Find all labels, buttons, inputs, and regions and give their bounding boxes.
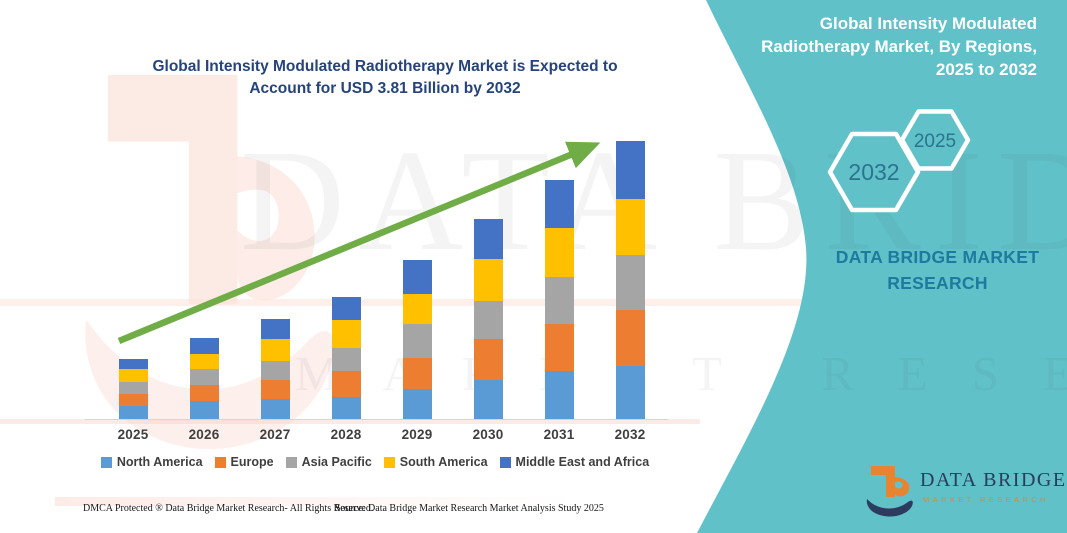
bar-segment-2028: [331, 370, 361, 398]
legend-item: South America: [383, 455, 488, 469]
bar-segment-2026: [189, 384, 219, 401]
bar-segment-2032: [615, 309, 645, 367]
legend-label: Asia Pacific: [301, 455, 372, 469]
chart-title-line2: Account for USD 3.81 Billion by 2032: [249, 80, 521, 97]
legend-item: North America: [100, 455, 203, 469]
x-axis-label-2028: 2028: [330, 427, 362, 442]
bar-segment-2029: [402, 294, 432, 325]
bar-segment-2029: [402, 324, 432, 358]
logo-wordmark: DATA BRIDGE: [920, 469, 1067, 491]
x-axis-label-2029: 2029: [401, 427, 433, 442]
legend-label: North America: [116, 455, 203, 469]
bar-segment-2026: [189, 337, 219, 355]
brand-name-text: DATA BRIDGE MARKET RESEARCH: [795, 244, 1067, 296]
x-axis-label-2032: 2032: [614, 427, 646, 442]
bar-segment-2026: [189, 354, 219, 370]
bar-segment-2025: [118, 369, 148, 382]
bar-segment-2025: [118, 394, 148, 406]
legend-item: Middle East and Africa: [499, 455, 650, 469]
bar-segment-2030: [473, 301, 503, 340]
x-axis-line: [85, 419, 668, 420]
bar-segment-2031: [544, 277, 574, 325]
bar-segment-2029: [402, 259, 432, 295]
dbmr-logo-icon: [866, 466, 913, 517]
bar-segment-2031: [544, 370, 574, 419]
right-panel-title: Global Intensity Modulated Radiotherapy …: [737, 12, 1037, 81]
legend-item: Europe: [214, 455, 274, 469]
brand-line1: DATA BRIDGE MARKET: [835, 247, 1040, 267]
bar-segment-2027: [260, 380, 290, 400]
right-title-line1: Global Intensity Modulated: [819, 14, 1037, 33]
bar-segment-2030: [473, 379, 503, 419]
legend-label: South America: [399, 455, 488, 469]
legend-swatch: [285, 456, 297, 468]
legend-swatch: [214, 456, 226, 468]
bar-segment-2027: [260, 399, 290, 419]
legend-label: Middle East and Africa: [515, 455, 650, 469]
legend-label: Europe: [230, 455, 274, 469]
bar-segment-2027: [260, 338, 290, 361]
chart-title-line1: Global Intensity Modulated Radiotherapy …: [152, 58, 618, 75]
bar-segment-2029: [402, 357, 432, 390]
bar-segment-2026: [189, 400, 219, 419]
hexagon-2032: 2032: [827, 131, 921, 213]
bar-segment-2029: [402, 389, 432, 419]
bar-segment-2027: [260, 318, 290, 339]
chart-legend: North America Europe Asia Pacific South Ame…: [70, 455, 680, 469]
logo-subtitle: MARKET RESEARCH: [923, 495, 1049, 504]
bar-segment-2031: [544, 324, 574, 371]
legend-item: Asia Pacific: [285, 455, 372, 469]
x-axis-label-2027: 2027: [259, 427, 291, 442]
bar-segment-2031: [544, 179, 574, 229]
bar-segment-2030: [473, 339, 503, 380]
bar-segment-2032: [615, 199, 645, 255]
source-text: Source: Data Bridge Market Research Mark…: [335, 503, 604, 514]
year-hexagons: 2025 2032: [827, 109, 971, 213]
bar-segment-2025: [118, 381, 148, 395]
bar-segment-2028: [331, 348, 361, 371]
x-axis-label-2025: 2025: [117, 427, 149, 442]
x-axis-label-2031: 2031: [543, 427, 575, 442]
chart-title: Global Intensity Modulated Radiotherapy …: [75, 56, 695, 100]
right-title-line3: 2025 to 2032: [935, 60, 1037, 79]
hexagon-2025-label: 2025: [914, 131, 956, 152]
bar-segment-2026: [189, 369, 219, 385]
legend-swatch: [383, 456, 395, 468]
hexagon-2032-label: 2032: [848, 159, 899, 185]
x-axis-label-2026: 2026: [188, 427, 220, 442]
bar-segment-2032: [615, 366, 645, 419]
teal-panel-path: [697, 0, 1067, 533]
dmca-text: DMCA Protected ® Data Bridge Market Rese…: [83, 503, 374, 514]
bar-segment-2028: [331, 397, 361, 419]
bar-segment-2025: [118, 359, 148, 370]
bar-segment-2027: [260, 360, 290, 381]
right-title-line2: Radiotherapy Market, By Regions,: [761, 37, 1037, 56]
bar-segment-2030: [473, 259, 503, 302]
bar-segment-2031: [544, 228, 574, 278]
legend-swatch: [499, 456, 511, 468]
legend-swatch: [100, 456, 112, 468]
bar-segment-2025: [118, 405, 148, 419]
bar-segment-2028: [331, 320, 361, 349]
bar-segment-2032: [615, 254, 645, 310]
x-axis-label-2030: 2030: [472, 427, 504, 442]
brand-line2: RESEARCH: [887, 273, 988, 293]
bar-segment-2032: [615, 140, 645, 200]
bar-segment-2028: [331, 297, 361, 321]
bar-segment-2030: [473, 218, 503, 260]
